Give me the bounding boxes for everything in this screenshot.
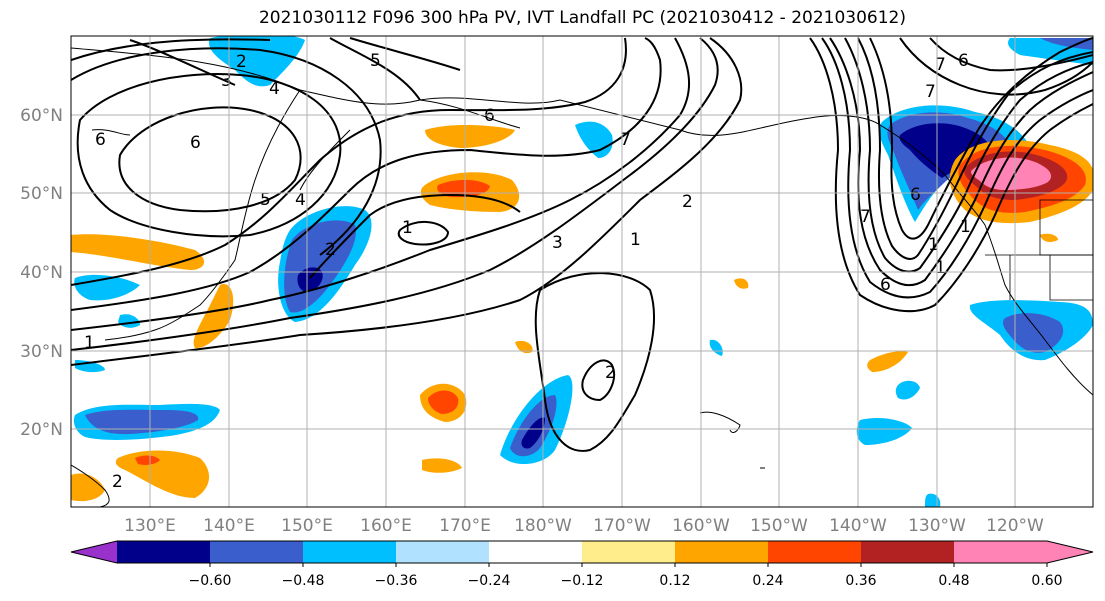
colorbar-bin xyxy=(210,541,304,563)
colorbar-tick-label: −0.48 xyxy=(282,573,325,589)
lat-label: 60°N xyxy=(20,106,63,126)
colorbar: −0.60 −0.48 −0.36 −0.24 −0.12 0.12 0.24 0.36 0.4… xyxy=(70,540,1094,589)
lon-label: 140°E xyxy=(203,516,255,536)
contour-label: 2 xyxy=(605,363,616,383)
colorbar-bin xyxy=(582,541,676,563)
colorbar-bin xyxy=(489,541,583,563)
colorbar-tick-label: 0.36 xyxy=(845,573,876,589)
colorbar-bin xyxy=(768,541,862,563)
contour-label: 3 xyxy=(221,71,232,91)
lon-label: 140°W xyxy=(829,516,887,536)
contour-label: 2 xyxy=(682,192,693,212)
map-panel: 2 3 4 5 6 6 5 4 1 2 3 2 1 7 2 1 2 7 7 7 … xyxy=(71,36,1093,507)
contour-label: 6 xyxy=(910,185,921,205)
contour-label: 5 xyxy=(260,190,271,210)
contour-label: 7 xyxy=(935,55,946,75)
contour-label: 7 xyxy=(620,130,631,150)
lon-label: 150°E xyxy=(281,516,333,536)
colorbar-bin xyxy=(675,541,769,563)
colorbar-bin xyxy=(117,541,211,563)
colorbar-tick-label: 0.60 xyxy=(1031,573,1062,589)
contour-label: 6 xyxy=(95,130,106,150)
colorbar-ticks xyxy=(209,563,1048,567)
contour-label: 2 xyxy=(325,240,336,260)
colorbar-bin xyxy=(303,541,397,563)
contour-label: 1 xyxy=(935,258,946,278)
map-frame xyxy=(70,35,1094,508)
contour-label: 6 xyxy=(484,106,495,126)
contour-label: 6 xyxy=(190,133,201,153)
lon-label: 170°W xyxy=(593,516,651,536)
contour-label: 7 xyxy=(925,82,936,102)
contour-label: 4 xyxy=(269,79,280,99)
lon-label: 160°W xyxy=(672,516,730,536)
contour-label: 1 xyxy=(402,218,413,238)
colorbar-tick-label: 0.48 xyxy=(938,573,969,589)
colorbar-bin xyxy=(954,541,1048,563)
colorbar-tick-label: −0.12 xyxy=(561,573,604,589)
lon-label: 120°W xyxy=(986,516,1044,536)
contour-labels: 2 3 4 5 6 6 5 4 1 2 3 2 1 7 2 1 2 7 7 7 … xyxy=(84,51,971,492)
lon-label: 170°E xyxy=(439,516,491,536)
colorbar-tick-label: 0.24 xyxy=(752,573,783,589)
contour-label: 6 xyxy=(958,51,969,71)
colorbar-bin xyxy=(1047,541,1093,563)
lon-label: 130°W xyxy=(908,516,966,536)
lat-label: 20°N xyxy=(20,420,63,440)
colorbar-tick-label: −0.60 xyxy=(189,573,232,589)
lon-label: 130°E xyxy=(124,516,176,536)
colorbar-bin xyxy=(396,541,490,563)
colorbar-bin xyxy=(861,541,955,563)
lat-label: 30°N xyxy=(20,342,63,362)
contour-label: 2 xyxy=(112,472,123,492)
lat-label: 50°N xyxy=(20,184,63,204)
contour-label: 1 xyxy=(960,217,971,237)
contour-label: 1 xyxy=(630,230,641,250)
gridlines xyxy=(71,36,1093,507)
contour-label: 7 xyxy=(860,207,871,227)
contour-label: 6 xyxy=(880,275,891,295)
colorbar-bins xyxy=(71,541,1093,563)
colorbar-bin xyxy=(71,541,117,563)
colorbar-outline xyxy=(70,540,1094,564)
contour-label: 4 xyxy=(295,190,306,210)
contour-label: 1 xyxy=(928,235,939,255)
contour-label: 1 xyxy=(84,333,95,353)
map-title: 2021030112 F096 300 hPa PV, IVT Landfall… xyxy=(258,8,906,28)
contour-label: 3 xyxy=(552,233,563,253)
colorbar-labels: −0.60 −0.48 −0.36 −0.24 −0.12 0.12 0.24 0.36 0.4… xyxy=(189,573,1063,589)
colorbar-tick-label: −0.36 xyxy=(375,573,418,589)
colorbar-tick-label: −0.24 xyxy=(468,573,511,589)
lon-label: 160°E xyxy=(360,516,412,536)
longitude-labels: 130°E 140°E 150°E 160°E 170°E 180°W 170°… xyxy=(124,516,1044,536)
latitude-labels: 60°N 50°N 40°N 30°N 20°N xyxy=(20,106,63,440)
ivt-shading xyxy=(71,36,1093,507)
lon-label: 180°W xyxy=(514,516,572,536)
lat-label: 40°N xyxy=(20,263,63,283)
contour-label: 5 xyxy=(370,51,381,71)
lon-label: 150°W xyxy=(750,516,808,536)
colorbar-tick-label: 0.12 xyxy=(659,573,690,589)
contour-label: 2 xyxy=(236,52,247,72)
